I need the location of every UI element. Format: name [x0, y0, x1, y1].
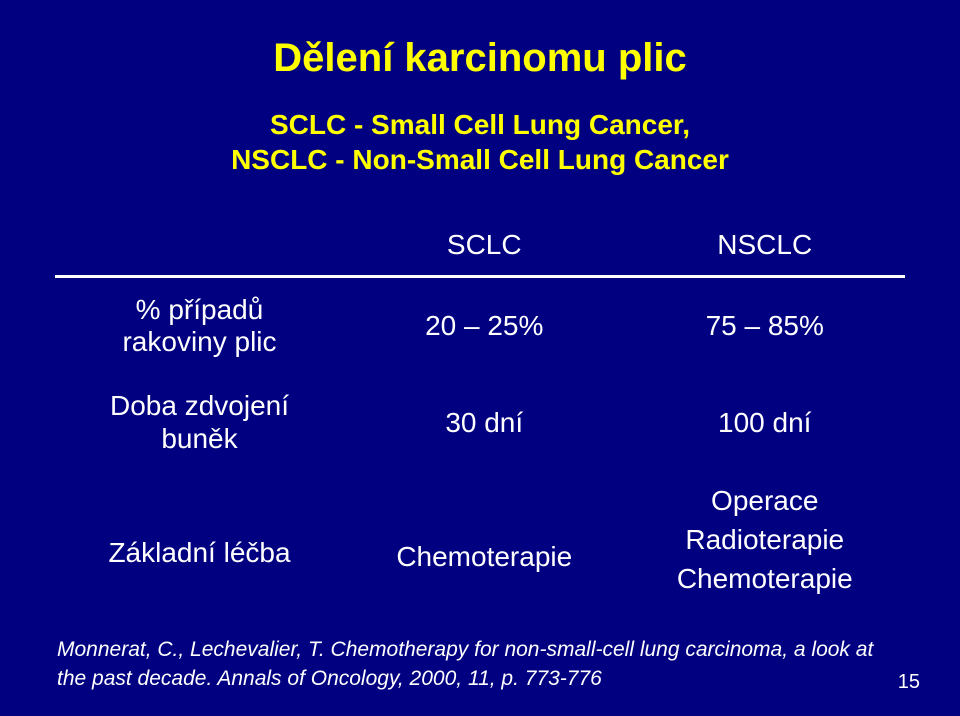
header-sclc: SCLC [344, 219, 625, 277]
slide-subtitle: SCLC - Small Cell Lung Cancer, NSCLC - N… [55, 107, 905, 177]
comparison-table: SCLC NSCLC % případů rakoviny plic 20 – … [55, 219, 905, 608]
row-label-line2: rakoviny plic [122, 326, 276, 357]
subtitle-line-1: SCLC - Small Cell Lung Cancer, [270, 109, 690, 140]
nsclc-treatment-line2: Radioterapie [685, 524, 844, 555]
cell-nsclc: 100 dní [625, 374, 906, 470]
table-row: Doba zdvojení buněk 30 dní 100 dní [55, 374, 905, 470]
nsclc-treatment-line1: Operace [711, 485, 818, 516]
row-label: % případů rakoviny plic [55, 277, 344, 375]
row-label-line1: Doba zdvojení [110, 390, 289, 421]
slide-title: Dělení karcinomu plic [55, 36, 905, 81]
table-row: Základní léčba Chemoterapie Operace Radi… [55, 471, 905, 609]
cell-sclc-treatment: Chemoterapie [344, 471, 625, 609]
comparison-table-wrap: SCLC NSCLC % případů rakoviny plic 20 – … [55, 219, 905, 608]
table-header-row: SCLC NSCLC [55, 219, 905, 277]
cell-nsclc-treatment: Operace Radioterapie Chemoterapie [625, 471, 906, 609]
cell-sclc: 20 – 25% [344, 277, 625, 375]
cell-nsclc: 75 – 85% [625, 277, 906, 375]
nsclc-treatment-line3: Chemoterapie [677, 563, 853, 594]
row-label-line2: buněk [161, 423, 237, 454]
row-label: Doba zdvojení buněk [55, 374, 344, 470]
table-row: % případů rakoviny plic 20 – 25% 75 – 85… [55, 277, 905, 375]
header-blank [55, 219, 344, 277]
cell-sclc: 30 dní [344, 374, 625, 470]
row-label-line1: % případů [136, 294, 264, 325]
row-label-treatment: Základní léčba [55, 471, 344, 609]
page-number: 15 [898, 671, 920, 694]
slide: Dělení karcinomu plic SCLC - Small Cell … [0, 0, 960, 716]
subtitle-line-2: NSCLC - Non-Small Cell Lung Cancer [231, 144, 729, 175]
citation: Monnerat, C., Lechevalier, T. Chemothera… [55, 636, 905, 693]
header-nsclc: NSCLC [625, 219, 906, 277]
